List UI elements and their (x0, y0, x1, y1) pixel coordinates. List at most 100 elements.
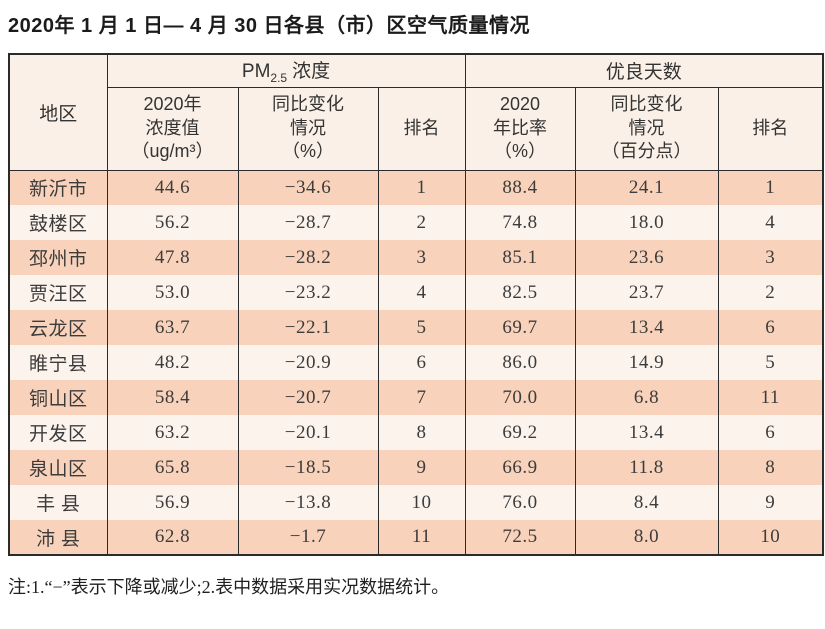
col-group-pm25: PM2.5 浓度 (106, 53, 466, 88)
pm-value-cell: 63.2 (106, 415, 239, 450)
header-group-row: 地区 PM2.5 浓度 优良天数 (8, 53, 824, 171)
good-change-cell: 11.8 (574, 450, 719, 485)
good-change-cell: 23.6 (574, 240, 719, 275)
pm-change-cell: −34.6 (237, 170, 379, 205)
good-change-cell: 14.9 (574, 345, 719, 380)
col-header-good-change: 同比变化 情况 （百分点） (574, 86, 719, 171)
good-rank-cell: 2 (717, 275, 824, 310)
pm-value-cell: 63.7 (106, 310, 239, 345)
col-header-good-rank: 排名 (717, 86, 824, 171)
good-rank-cell: 8 (717, 450, 824, 485)
pm-rank-cell: 11 (377, 520, 466, 555)
good-change-cell: 8.0 (574, 520, 719, 555)
pm25-label-suffix: 浓度 (292, 61, 331, 83)
good-rank-cell: 6 (717, 415, 824, 450)
good-rate-cell: 74.8 (464, 205, 576, 240)
pm-value-cell: 44.6 (106, 170, 239, 205)
pm-rank-cell: 1 (377, 170, 466, 205)
pm-change-cell: −28.2 (237, 240, 379, 275)
good-rank-cell: 3 (717, 240, 824, 275)
col-header-pm-change: 同比变化 情况 （%） (237, 86, 379, 171)
table-row: 鼓楼区 56.2 −28.7 2 74.8 18.0 4 (8, 205, 824, 240)
pm-change-cell: −23.2 (237, 275, 379, 310)
good-rate-cell: 69.2 (464, 415, 576, 450)
region-cell: 贾汪区 (8, 275, 108, 310)
page-title: 2020年 1 月 1 日— 4 月 30 日各县（市）区空气质量情况 (8, 15, 531, 37)
region-cell: 新沂市 (8, 170, 108, 205)
pm-rank-cell: 2 (377, 205, 466, 240)
pm-rank-cell: 6 (377, 345, 466, 380)
footnote: 注:1.“−”表示下降或减少;2.表中数据采用实况数据统计。 (8, 577, 450, 597)
table-row: 贾汪区 53.0 −23.2 4 82.5 23.7 2 (8, 275, 824, 310)
table-row: 泉山区 65.8 −18.5 9 66.9 11.8 8 (8, 450, 824, 485)
pm-change-cell: −13.8 (237, 485, 379, 520)
pm-value-cell: 47.8 (106, 240, 239, 275)
col-header-good-rate: 2020 年比率 （%） (464, 86, 576, 171)
region-cell: 鼓楼区 (8, 205, 108, 240)
pm-value-cell: 53.0 (106, 275, 239, 310)
table-row: 睢宁县 48.2 −20.9 6 86.0 14.9 5 (8, 345, 824, 380)
table-row: 云龙区 63.7 −22.1 5 69.7 13.4 6 (8, 310, 824, 345)
good-rate-cell: 66.9 (464, 450, 576, 485)
region-cell: 泉山区 (8, 450, 108, 485)
region-cell: 铜山区 (8, 380, 108, 415)
good-rank-cell: 6 (717, 310, 824, 345)
good-rate-cell: 76.0 (464, 485, 576, 520)
good-rank-cell: 10 (717, 520, 824, 555)
region-cell: 云龙区 (8, 310, 108, 345)
pm-rank-cell: 7 (377, 380, 466, 415)
pm-value-cell: 48.2 (106, 345, 239, 380)
good-rate-cell: 86.0 (464, 345, 576, 380)
pm-rank-cell: 9 (377, 450, 466, 485)
good-rank-cell: 5 (717, 345, 824, 380)
pm-change-cell: −1.7 (237, 520, 379, 555)
table-row: 铜山区 58.4 −20.7 7 70.0 6.8 11 (8, 380, 824, 415)
good-rate-cell: 72.5 (464, 520, 576, 555)
pm25-label-subscript: 2.5 (270, 71, 288, 86)
good-rank-cell: 1 (717, 170, 824, 205)
pm-change-cell: −20.7 (237, 380, 379, 415)
good-rank-cell: 4 (717, 205, 824, 240)
table-row: 开发区 63.2 −20.1 8 69.2 13.4 6 (8, 415, 824, 450)
good-rate-cell: 88.4 (464, 170, 576, 205)
good-change-cell: 8.4 (574, 485, 719, 520)
good-change-cell: 24.1 (574, 170, 719, 205)
pm-value-cell: 62.8 (106, 520, 239, 555)
pm-value-cell: 65.8 (106, 450, 239, 485)
col-header-pm-value: 2020年 浓度值 （ug/m³） (106, 86, 239, 171)
pm-change-cell: −20.9 (237, 345, 379, 380)
pm-value-cell: 58.4 (106, 380, 239, 415)
good-rank-cell: 9 (717, 485, 824, 520)
pm-change-cell: −20.1 (237, 415, 379, 450)
air-quality-table: 地区 PM2.5 浓度 优良天数 2020年 浓度值 （ug/m³） 同比变化 情… (8, 53, 825, 556)
pm-change-cell: −18.5 (237, 450, 379, 485)
table-row: 沛 县 62.8 −1.7 11 72.5 8.0 10 (8, 520, 824, 555)
good-change-cell: 13.4 (574, 415, 719, 450)
table-row: 丰 县 56.9 −13.8 10 76.0 8.4 9 (8, 485, 824, 520)
pm-value-cell: 56.9 (106, 485, 239, 520)
pm-value-cell: 56.2 (106, 205, 239, 240)
col-header-region: 地区 (8, 53, 108, 171)
region-cell: 邳州市 (8, 240, 108, 275)
col-group-good-days: 优良天数 (464, 53, 824, 88)
pm-change-cell: −22.1 (237, 310, 379, 345)
good-rate-cell: 85.1 (464, 240, 576, 275)
region-cell: 开发区 (8, 415, 108, 450)
pm-rank-cell: 8 (377, 415, 466, 450)
pm-rank-cell: 3 (377, 240, 466, 275)
table-header: 地区 PM2.5 浓度 优良天数 2020年 浓度值 （ug/m³） 同比变化 情… (8, 53, 824, 171)
header-sub-row: 2020年 浓度值 （ug/m³） 同比变化 情况 （%） 排名 2020 年比… (9, 86, 824, 171)
table-row: 新沂市 44.6 −34.6 1 88.4 24.1 1 (8, 170, 824, 205)
good-change-cell: 23.7 (574, 275, 719, 310)
good-change-cell: 18.0 (574, 205, 719, 240)
good-rank-cell: 11 (717, 380, 824, 415)
good-change-cell: 13.4 (574, 310, 719, 345)
good-change-cell: 6.8 (574, 380, 719, 415)
good-rate-cell: 69.7 (464, 310, 576, 345)
region-cell: 睢宁县 (8, 345, 108, 380)
pm-rank-cell: 4 (377, 275, 466, 310)
col-header-pm-rank: 排名 (377, 86, 466, 171)
region-cell: 沛 县 (8, 520, 108, 555)
pm-rank-cell: 10 (377, 485, 466, 520)
pm-change-cell: −28.7 (237, 205, 379, 240)
